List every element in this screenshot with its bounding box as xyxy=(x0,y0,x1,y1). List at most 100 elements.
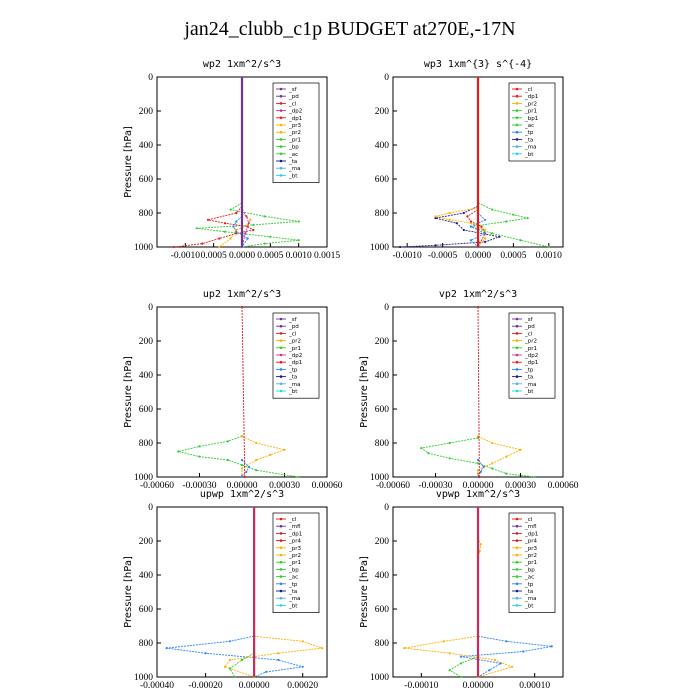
wp2-point-dp2 xyxy=(246,225,249,228)
vpwp-legend-marker xyxy=(515,539,519,542)
up2-xtick-label: 0.00000 xyxy=(227,481,258,491)
up2-point-pr2 xyxy=(255,441,258,445)
vp2-point-pr2 xyxy=(505,455,508,458)
wp2-legend-label: _bp xyxy=(288,145,299,151)
wp2-point-pr1 xyxy=(297,220,300,223)
wp2-point-ac xyxy=(235,220,238,223)
wp2-ytick-label: 200 xyxy=(139,107,154,117)
upwp-xtick-label: -0.00020 xyxy=(189,681,223,691)
wp2-point-pr1 xyxy=(223,230,227,233)
vp2-ytick-label: 200 xyxy=(375,337,390,347)
wp2-point-dp1 xyxy=(235,211,238,215)
wp2-legend-marker xyxy=(279,159,283,163)
up2-legend-marker xyxy=(279,375,283,378)
up2-point-pr2 xyxy=(240,435,244,438)
vp2-legend-marker xyxy=(515,375,519,378)
up2-point-dp1 xyxy=(226,458,229,462)
wp3-xtick-label: 0.0000 xyxy=(465,251,491,261)
upwp-legend-label: _pr1 xyxy=(288,560,301,566)
wp2-legend-marker xyxy=(279,174,283,177)
wp2-point-dp2 xyxy=(245,215,248,218)
up2-xtick-label: -0.00060 xyxy=(140,481,174,491)
up2-point-cl xyxy=(240,305,244,309)
upwp-ytick-label: 1000 xyxy=(134,673,153,683)
wp3-legend-label: _tp xyxy=(524,130,534,136)
wp2-xtick-label: 0.0015 xyxy=(314,251,340,261)
vpwp-series-bp xyxy=(448,656,479,678)
upwp-xtick-label: -0.00040 xyxy=(140,681,174,691)
vp2-point-dp1 xyxy=(505,472,508,475)
vp2-legend-label: _sf xyxy=(524,317,534,323)
up2-point-tp xyxy=(240,475,244,479)
wp2-legend-marker xyxy=(279,94,283,98)
wp3-legend-marker xyxy=(515,116,519,120)
wp2-point-pr1 xyxy=(297,239,300,242)
vp2-point-pr2 xyxy=(491,441,494,445)
up2-point-pr2 xyxy=(283,448,286,451)
vp2-legend-label: _pr1 xyxy=(524,346,537,352)
wp3-point-pr2 xyxy=(484,237,487,240)
wp2-point-ac xyxy=(232,225,235,228)
wp3-legend-label: _pr1 xyxy=(524,109,537,115)
figure-title: jan24_clubb_c1p BUDGET at270E,-17N xyxy=(184,18,516,40)
up2-legend-label: _ma xyxy=(288,382,300,388)
upwp-legend-label: _ta xyxy=(288,589,297,595)
wp2-point-dp1 xyxy=(201,242,204,245)
chart-vpwp: vpwp 1xm^2/s^3 0 200 400 600 800 1000 -0.00010 0… xyxy=(359,489,564,691)
upwp-point-bp xyxy=(228,667,231,670)
vpwp-point-pr1 xyxy=(442,640,446,643)
up2-legend-label: _tp xyxy=(288,367,298,373)
wp2-legend-label: _pr1 xyxy=(288,137,301,143)
wp2-ytick-label: 1000 xyxy=(134,243,153,253)
vp2-point-dp1 xyxy=(448,441,451,445)
wp2-title: wp2 1xm^2/s^3 xyxy=(203,59,281,70)
vpwp-legend-label: _mfl xyxy=(524,524,537,530)
upwp-legend-marker xyxy=(279,524,283,528)
vp2-series-tp xyxy=(477,459,485,478)
up2-series-dp1 xyxy=(178,435,299,478)
wp3-title: wp3 1xm^{3} s^{-4} xyxy=(424,59,532,70)
wp2-legend-label: _sf xyxy=(288,87,298,93)
up2-legend-label: _pd xyxy=(288,324,299,330)
upwp-xtick-label: 0.00000 xyxy=(239,681,270,691)
vp2-xtick-label: 0.00000 xyxy=(463,481,494,491)
wp2-point-dp2 xyxy=(244,232,247,235)
vpwp-title: vpwp 1xm^2/s^3 xyxy=(436,489,520,500)
vpwp-legend-marker xyxy=(515,589,519,593)
wp3-point-dp1 xyxy=(480,225,483,228)
vp2-legend-label: _ta xyxy=(524,375,533,381)
vp2-point-dp1 xyxy=(476,462,480,465)
vp2-point-tp xyxy=(476,458,480,462)
vp2-xtick-label: 0.00060 xyxy=(548,481,579,491)
vpwp-ytick-label: 1000 xyxy=(370,673,389,683)
wp3-legend-label: _cl xyxy=(524,87,533,93)
vpwp-point-pr1 xyxy=(510,665,514,668)
vp2-legend-marker xyxy=(515,360,519,364)
wp3-legend-marker xyxy=(515,138,519,141)
wp2-legend-label: _pr3 xyxy=(288,123,302,129)
panel-up2: up2 1xm^2/s^3 0 200 400 600 800 1000 -0.00060 -0… xyxy=(122,285,352,500)
up2-point-tp xyxy=(248,465,251,468)
vp2-point-pr2 xyxy=(476,469,480,472)
wp3-xtick-label: -0.0010 xyxy=(393,251,423,261)
upwp-point-tp xyxy=(228,640,231,643)
wp2-legend-marker xyxy=(279,109,283,112)
upwp-legend-label: _dp1 xyxy=(288,531,302,537)
wp3-legend-label: _bt xyxy=(524,152,534,158)
vpwp-legend-marker xyxy=(515,575,519,578)
vp2-xtick-label: -0.00030 xyxy=(418,481,452,491)
wp3-legend-marker xyxy=(515,123,519,127)
upwp-legend-marker xyxy=(279,532,283,535)
panel-vpwp: vpwp 1xm^2/s^3 0 200 400 600 800 1000 -0.00010 0… xyxy=(358,485,588,700)
up2-ytick-label: 0 xyxy=(148,303,153,313)
up2-point-dp1 xyxy=(198,455,201,458)
wp3-legend-label: _pr2 xyxy=(524,101,537,107)
up2-legend-label: _bt xyxy=(288,389,298,395)
upwp-ytick-label: 600 xyxy=(139,605,154,615)
up2-point-dp1 xyxy=(255,469,258,472)
wp3-point-pr2 xyxy=(448,218,451,221)
wp2-point-pr3 xyxy=(229,237,232,240)
chart-wp3: wp3 1xm^{3} s^{-4} 0 200 400 600 800 1000 -0.00… xyxy=(370,59,564,261)
upwp-series-bp xyxy=(229,652,255,678)
